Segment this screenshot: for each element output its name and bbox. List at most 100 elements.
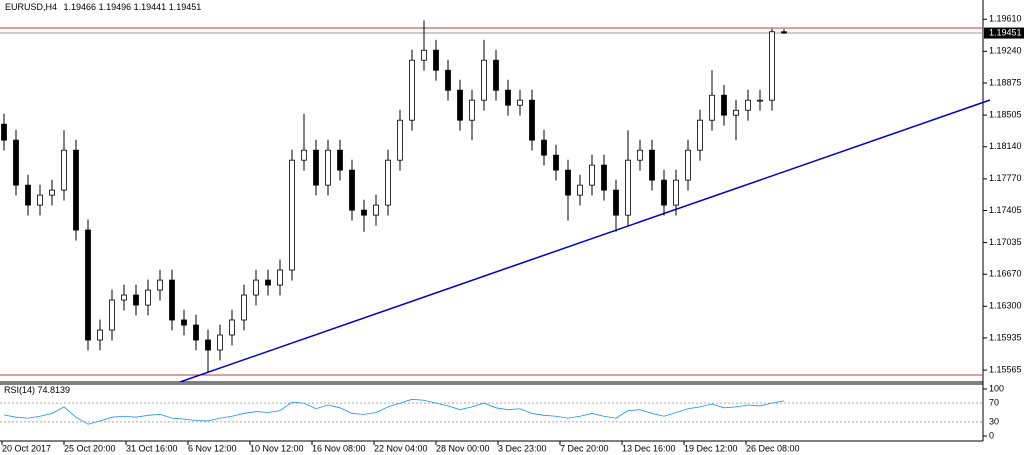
- candle-body: [781, 31, 787, 34]
- candle-body: [553, 154, 559, 171]
- y-tick-label: 1.17770: [989, 173, 1022, 183]
- trend-line: [179, 99, 991, 383]
- x-tick-label: 31 Oct 16:00: [126, 443, 178, 453]
- rsi-panel: [0, 388, 987, 437]
- x-tick-label: 28 Nov 00:00: [436, 443, 490, 453]
- candle-body: [1, 123, 7, 141]
- candle-body: [25, 184, 31, 206]
- candle-body: [61, 149, 67, 191]
- candle-body: [709, 94, 715, 121]
- x-tick-label: 6 Nov 12:00: [188, 443, 237, 453]
- candle-body: [349, 169, 355, 211]
- x-tick-label: 26 Dec 08:00: [746, 443, 800, 453]
- y-tick-label: 70: [989, 397, 999, 407]
- x-tick-label: 25 Oct 20:00: [64, 443, 116, 453]
- candle-body: [589, 164, 595, 186]
- candle-body: [397, 119, 403, 161]
- x-tick-label: 19 Dec 12:00: [684, 443, 738, 453]
- candle-body: [217, 334, 223, 351]
- candle-body: [409, 59, 415, 121]
- candle-body: [697, 119, 703, 151]
- symbol: EURUSD,H4: [5, 2, 57, 12]
- candle-body: [529, 99, 535, 141]
- candle-body: [157, 279, 163, 291]
- candle-body: [109, 299, 115, 331]
- y-tick-label: 100: [989, 383, 1004, 393]
- x-tick-label: 16 Nov 08:00: [312, 443, 366, 453]
- y-tick-label: 1.18140: [989, 141, 1022, 151]
- candle-body: [517, 99, 523, 106]
- candle-body: [661, 179, 667, 206]
- candle-body: [373, 204, 379, 216]
- candle-body: [361, 209, 367, 216]
- candle-body: [421, 49, 427, 61]
- candle-body: [73, 149, 79, 231]
- candle-body: [433, 49, 439, 71]
- y-tick-label: 1.15935: [989, 332, 1022, 342]
- candle-body: [85, 229, 91, 341]
- candle-body: [649, 149, 655, 181]
- candle-body: [721, 94, 727, 116]
- candle-body: [577, 184, 583, 196]
- candle-body: [133, 294, 139, 306]
- price-badge: [984, 27, 1024, 39]
- ohlc-value: 1.19451: [169, 2, 202, 12]
- candle-body: [229, 319, 235, 336]
- candle-body: [181, 319, 187, 326]
- candle-body: [121, 294, 127, 301]
- y-tick-label: 1.18505: [989, 109, 1022, 119]
- y-tick-label: 1.16670: [989, 269, 1022, 279]
- y-tick-label: 1.17035: [989, 237, 1022, 247]
- candle-body: [613, 189, 619, 216]
- current-price: 1.19451: [989, 27, 1022, 37]
- x-tick-label: 22 Nov 04:00: [374, 443, 428, 453]
- x-tick-label: 7 Dec 20:00: [560, 443, 609, 453]
- candle-body: [49, 189, 55, 196]
- axes: 1.19610 1.19240 1.18875 1.18505 1.18140 1.177…: [1, 14, 1024, 453]
- candle-body: [505, 89, 511, 106]
- x-tick-label: 13 Dec 16:00: [622, 443, 676, 453]
- y-tick-label: 1.16300: [989, 301, 1022, 311]
- candle-body: [565, 169, 571, 196]
- candle-body: [313, 149, 319, 186]
- candle-body: [289, 159, 295, 271]
- candle-body: [457, 89, 463, 121]
- candle-body: [685, 149, 691, 181]
- candle-body: [301, 149, 307, 161]
- candle-body: [253, 279, 259, 296]
- chart-title: EURUSD,H4 1.19466 1.19496 1.19441 1.1945…: [5, 2, 201, 12]
- candle-body: [13, 139, 19, 186]
- x-tick-label: 10 Nov 12:00: [250, 443, 304, 453]
- candle-body: [277, 269, 283, 286]
- y-tick-label: 1.18875: [989, 77, 1022, 87]
- candle-body: [769, 31, 775, 101]
- y-tick-label: 1.17405: [989, 205, 1022, 215]
- ohlc-value: 1.19441: [134, 2, 167, 12]
- candle-body: [673, 179, 679, 206]
- candle-body: [601, 164, 607, 191]
- candle-body: [193, 324, 199, 341]
- candles: [1, 20, 787, 373]
- ohlc-value: 1.19496: [99, 2, 132, 12]
- candle-body: [37, 194, 43, 206]
- candle-body: [637, 149, 643, 161]
- candle-body: [385, 159, 391, 206]
- x-tick-label: 20 Oct 2017: [2, 443, 51, 453]
- candle-body: [733, 109, 739, 116]
- rsi-value: 74.8139: [38, 385, 71, 395]
- candle-body: [481, 59, 487, 101]
- candle-body: [205, 339, 211, 351]
- candle-body: [97, 329, 103, 341]
- candle-body: [745, 99, 751, 111]
- y-tick-label: 1.19240: [989, 46, 1022, 56]
- candle-body: [445, 69, 451, 91]
- x-tick-label: 3 Dec 23:00: [498, 443, 547, 453]
- candle-body: [169, 279, 175, 321]
- candle-body: [469, 99, 475, 121]
- rsi-title: RSI(14) 74.8139: [4, 385, 70, 395]
- y-tick-label: 1.19610: [989, 14, 1022, 24]
- y-tick-label: 30: [989, 416, 999, 426]
- candle-body: [757, 99, 763, 102]
